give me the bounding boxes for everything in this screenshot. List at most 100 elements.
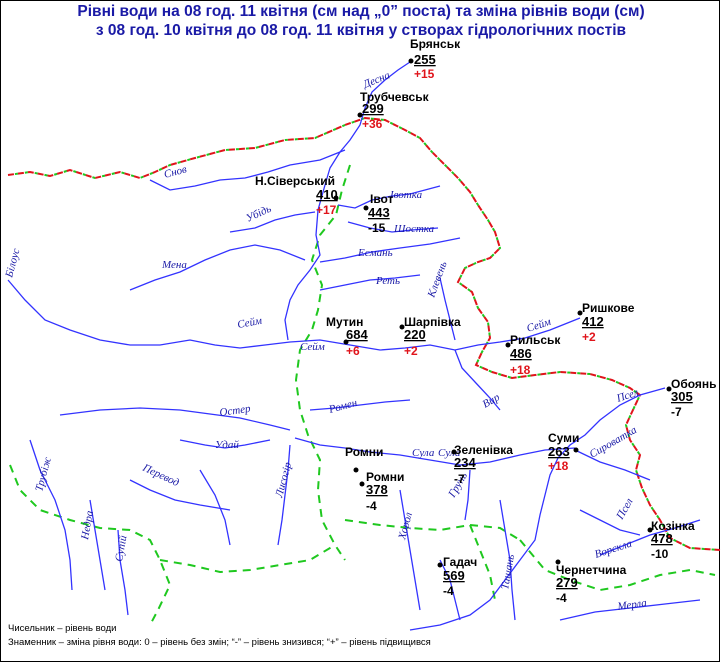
station-name: Івот bbox=[370, 192, 394, 206]
legend-numerator: Чисельник – рівень води bbox=[8, 623, 117, 634]
station-level: 263 bbox=[548, 444, 570, 459]
river-label: Остер bbox=[219, 403, 252, 419]
station-romny-lower[interactable]: Ромни 378 -4 bbox=[359, 470, 405, 513]
station-name: Зеленівка bbox=[454, 443, 513, 457]
state-border-north bbox=[7, 116, 721, 551]
station-name: Гадач bbox=[443, 555, 477, 569]
river-label: Клевень bbox=[425, 260, 449, 300]
river-label: Убідь bbox=[244, 203, 273, 225]
station-name: Ромни bbox=[345, 445, 383, 459]
station-level: 220 bbox=[404, 327, 426, 342]
station-zelenivka[interactable]: Зеленівка 234 -7 bbox=[451, 443, 514, 486]
station-change: -4 bbox=[443, 584, 454, 598]
station-point bbox=[333, 195, 339, 201]
station-change: -15 bbox=[368, 221, 386, 235]
river-label: Снов bbox=[163, 163, 189, 181]
river-label: Ташань bbox=[499, 553, 517, 590]
river-label: Псел bbox=[614, 496, 636, 522]
station-change: -7 bbox=[671, 405, 682, 419]
station-name: Н.Сіверський bbox=[255, 174, 335, 188]
stations: Брянськ 255 +15 Трубчевськ 299 +36 Н.Сів… bbox=[255, 37, 717, 605]
station-name: Рильськ bbox=[510, 333, 561, 347]
station-mutyn[interactable]: Мутин 684 +6 bbox=[326, 315, 368, 358]
map-legend: Чисельник – рівень води Знаменник – змін… bbox=[8, 622, 431, 650]
station-ryshkove[interactable]: Ришкове 412 +2 bbox=[577, 301, 635, 344]
station-point bbox=[359, 481, 365, 487]
station-change: -10 bbox=[651, 547, 669, 561]
station-change: +15 bbox=[414, 67, 435, 81]
station-level: 569 bbox=[443, 568, 465, 583]
station-hadach[interactable]: Гадач 569 -4 bbox=[437, 555, 478, 598]
station-name: Трубчевськ bbox=[360, 90, 430, 104]
station-rylsk[interactable]: Рильськ 486 +18 bbox=[505, 333, 562, 377]
station-change: +2 bbox=[404, 344, 418, 358]
station-point bbox=[555, 559, 561, 565]
title-line-2: з 08 год. 10 квітня до 08 год. 11 квітня… bbox=[95, 22, 627, 39]
oblast-boundaries bbox=[9, 164, 716, 626]
station-trubchevsk[interactable]: Трубчевськ 299 +36 bbox=[357, 90, 430, 131]
station-change: +36 bbox=[362, 117, 383, 131]
river-label: Вир bbox=[481, 391, 503, 411]
station-point bbox=[577, 310, 583, 316]
river-label: Есмань bbox=[357, 247, 393, 259]
river-label: Мерла bbox=[616, 597, 648, 613]
river-label: Ромен bbox=[327, 397, 359, 416]
station-change: -4 bbox=[556, 591, 567, 605]
station-change: +2 bbox=[582, 330, 596, 344]
legend-denominator: Знаменник – зміна рівня води: 0 – рівень… bbox=[8, 637, 431, 648]
river-label: Сейм bbox=[236, 315, 263, 331]
station-level: 305 bbox=[671, 389, 693, 404]
station-name: Обоянь bbox=[671, 377, 717, 391]
station-level: 412 bbox=[582, 314, 604, 329]
river-label: Ворскла bbox=[593, 537, 634, 560]
station-name: Мутин bbox=[326, 315, 363, 329]
station-point bbox=[399, 324, 405, 330]
river-network bbox=[7, 61, 701, 631]
station-name: Брянськ bbox=[410, 37, 461, 51]
station-change: +17 bbox=[316, 203, 337, 217]
station-level: 299 bbox=[362, 101, 384, 116]
station-name: Шарпівка bbox=[404, 315, 461, 329]
station-change: +18 bbox=[548, 459, 569, 473]
station-point bbox=[353, 467, 359, 473]
station-chernetchyna[interactable]: Чернетчина 279 -4 bbox=[555, 559, 627, 606]
river-label: Супій bbox=[113, 534, 129, 562]
station-level: 279 bbox=[556, 575, 578, 590]
station-name: Козінка bbox=[651, 519, 695, 533]
station-oboyan[interactable]: Обоянь 305 -7 bbox=[666, 377, 717, 419]
station-sharpivka[interactable]: Шарпівка 220 +2 bbox=[399, 315, 462, 358]
station-point bbox=[451, 449, 457, 455]
station-level: 410 bbox=[316, 187, 338, 202]
river-label: Сейм bbox=[525, 316, 552, 335]
river-label: Мена bbox=[161, 259, 187, 271]
station-point bbox=[408, 58, 414, 64]
station-change: +18 bbox=[510, 363, 531, 377]
station-name: Ромни bbox=[366, 470, 404, 484]
station-level: 478 bbox=[651, 531, 673, 546]
station-ivot[interactable]: Івот 443 -15 bbox=[363, 192, 394, 235]
station-change: +6 bbox=[346, 344, 360, 358]
station-level: 255 bbox=[414, 52, 436, 67]
river-label: Лисогір bbox=[273, 461, 294, 500]
station-change: -7 bbox=[454, 472, 465, 486]
station-n-siverskyi[interactable]: Н.Сіверський 410 +17 bbox=[255, 174, 339, 217]
river-label: Шостка bbox=[393, 223, 435, 235]
station-kozinka[interactable]: Козінка 478 -10 bbox=[647, 519, 696, 561]
river-label: Сула bbox=[412, 447, 435, 459]
station-change: -4 bbox=[366, 499, 377, 513]
map-title: Рівні води на 08 год. 11 квітня (см над … bbox=[0, 2, 722, 40]
river-label: Реть bbox=[375, 275, 400, 287]
station-level: 486 bbox=[510, 346, 532, 361]
station-sumy[interactable]: Суми 263 +18 bbox=[548, 431, 579, 473]
river-label: Перевод bbox=[140, 461, 181, 489]
station-name: Чернетчина bbox=[556, 563, 627, 577]
station-bryansk[interactable]: Брянськ 255 +15 bbox=[408, 37, 462, 81]
station-level: 234 bbox=[454, 455, 476, 470]
station-name: Суми bbox=[548, 431, 579, 445]
title-line-1: Рівні води на 08 год. 11 квітня (см над … bbox=[77, 3, 645, 20]
station-romny-upper[interactable]: Ромни bbox=[345, 445, 383, 473]
river-label: Сейм bbox=[300, 341, 325, 353]
station-point bbox=[647, 527, 653, 533]
station-name: Ришкове bbox=[582, 301, 635, 315]
